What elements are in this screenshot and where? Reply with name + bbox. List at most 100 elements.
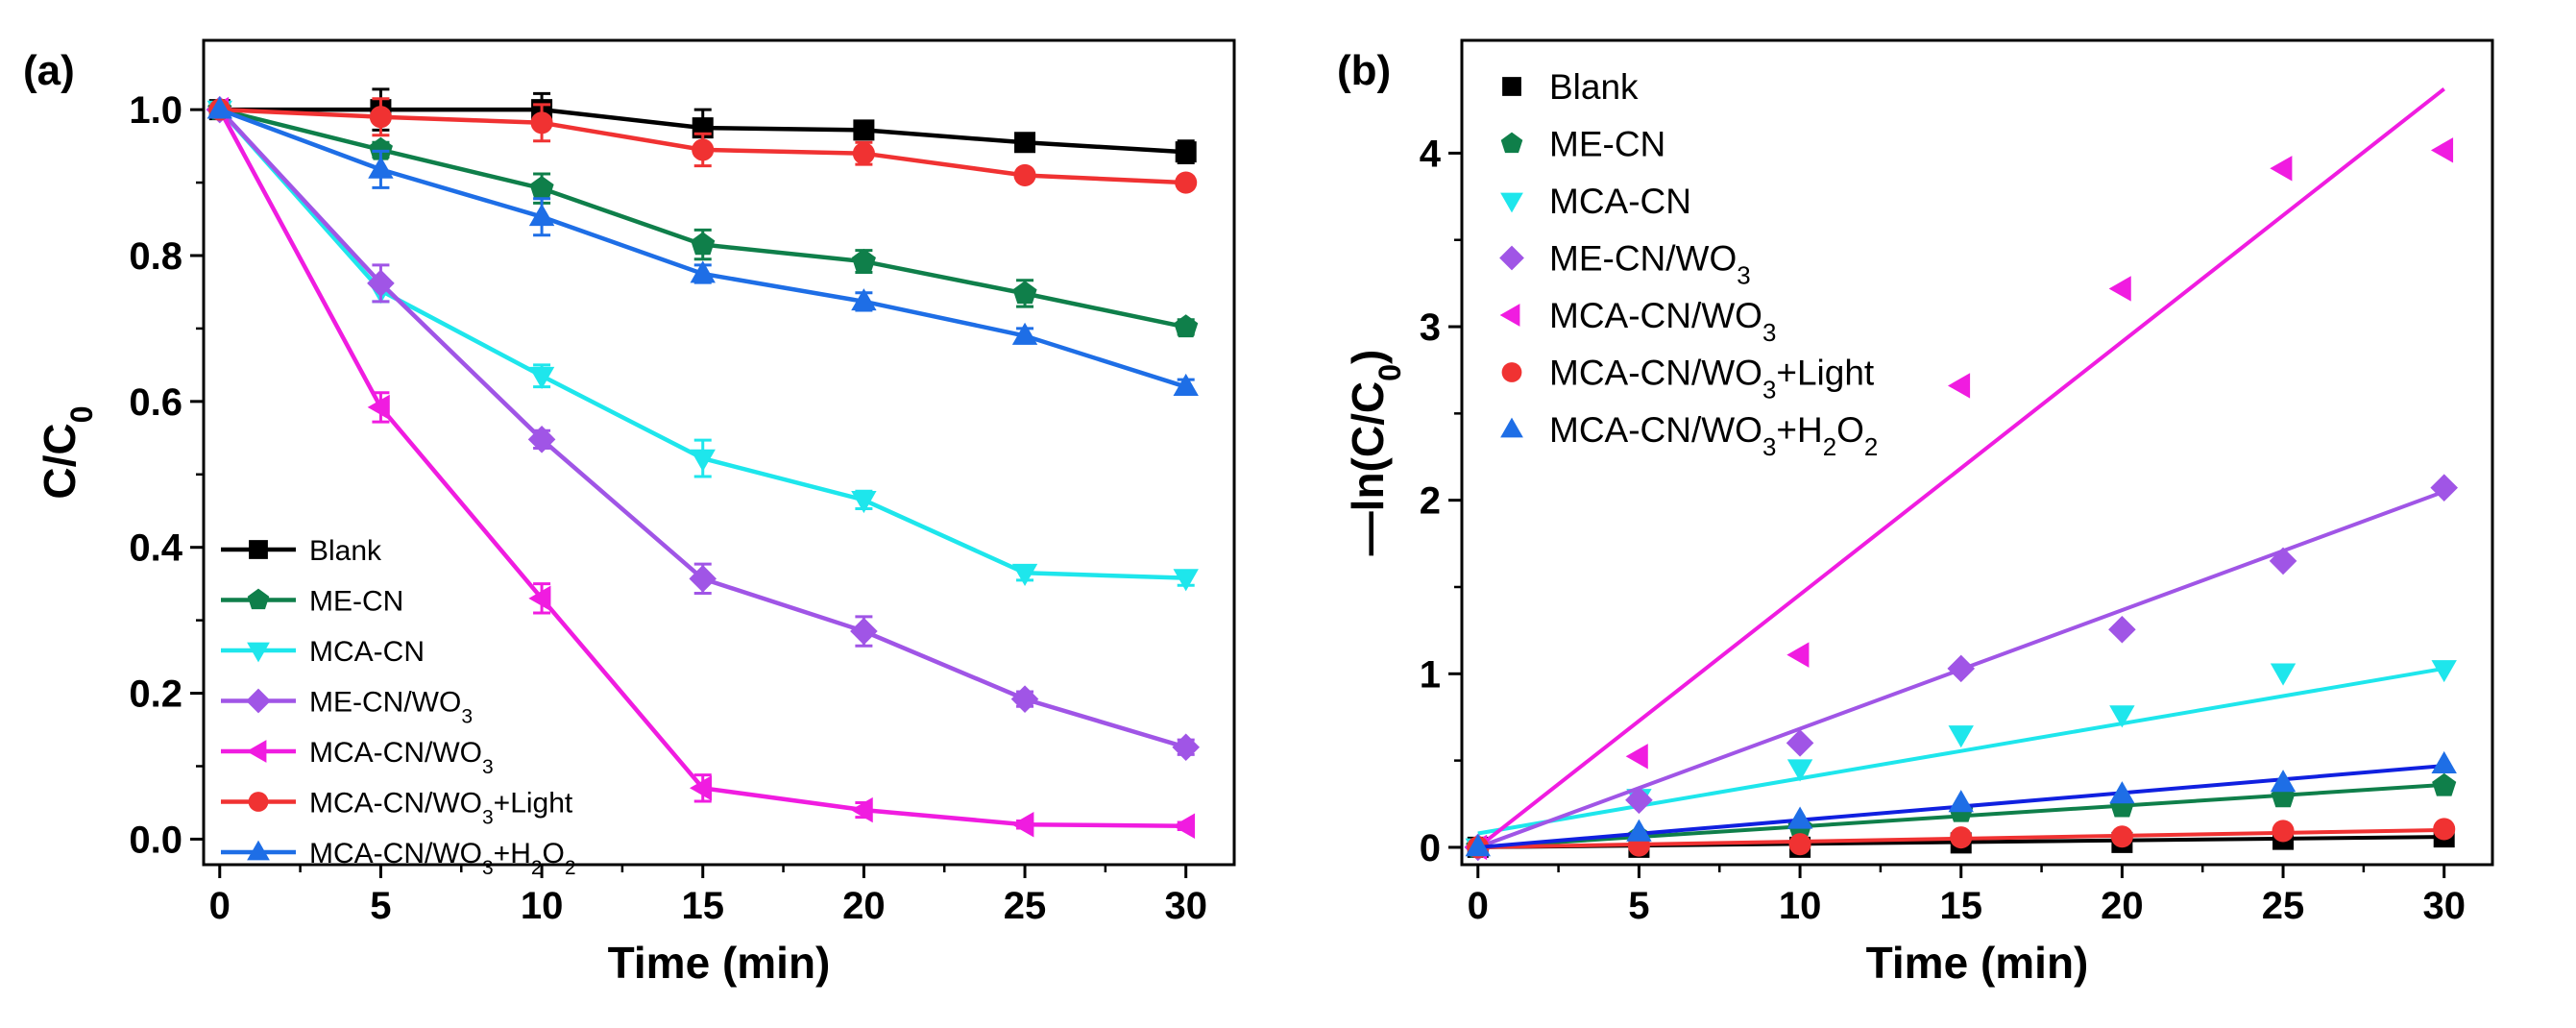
data-point bbox=[689, 565, 717, 593]
data-point bbox=[1950, 826, 1973, 849]
legend-marker bbox=[247, 840, 270, 861]
data-point bbox=[530, 111, 553, 135]
data-point bbox=[690, 260, 716, 283]
data-point bbox=[692, 138, 715, 161]
legend-item: MCA-CN/WO3 bbox=[221, 737, 494, 778]
data-point bbox=[1786, 759, 1813, 782]
x-tick-label: 15 bbox=[681, 885, 724, 927]
data-point bbox=[368, 156, 394, 179]
legend-item: ME-CN bbox=[1500, 125, 1665, 164]
legend-marker bbox=[246, 740, 267, 763]
data-point bbox=[2432, 772, 2457, 796]
data-point bbox=[1172, 733, 1201, 762]
data-point bbox=[2110, 825, 2133, 848]
legend-marker bbox=[247, 642, 270, 663]
x-tick-label: 20 bbox=[2101, 885, 2144, 927]
data-point bbox=[2270, 663, 2297, 686]
data-point bbox=[1010, 685, 1039, 713]
legend-label: MCA-CN/WO3 bbox=[1549, 296, 1776, 347]
legend-item: MCA-CN/WO3+H2O2 bbox=[221, 838, 576, 879]
data-point bbox=[851, 248, 876, 272]
legend-item: Blank bbox=[221, 535, 382, 567]
panel-label: (b) bbox=[1337, 47, 1391, 94]
data-point bbox=[2431, 660, 2457, 683]
data-point bbox=[2433, 818, 2456, 841]
data-point bbox=[2430, 137, 2454, 163]
data-point bbox=[691, 232, 716, 256]
y-tick-label: 0.0 bbox=[129, 819, 182, 861]
data-point bbox=[2109, 781, 2135, 804]
data-point bbox=[1947, 373, 1971, 399]
y-axis-title: —ln(C/C0) bbox=[1343, 350, 1407, 556]
x-axis-title: Time (min) bbox=[608, 938, 831, 988]
data-point bbox=[207, 96, 232, 119]
legend-label: Blank bbox=[1549, 67, 1639, 107]
data-point bbox=[1014, 132, 1036, 154]
legend-label: Blank bbox=[309, 535, 382, 567]
series-mca-cn-wo-6 bbox=[207, 96, 1199, 397]
data-point bbox=[852, 142, 875, 165]
legend-label: MCA-CN/WO3+Light bbox=[309, 788, 573, 829]
data-point bbox=[1172, 813, 1196, 839]
legend-label: MCA-CN/WO3+H2O2 bbox=[309, 838, 576, 879]
plot-frame bbox=[1460, 38, 2494, 867]
data-point bbox=[1948, 725, 1974, 748]
data-point bbox=[2272, 820, 2295, 843]
fit-line bbox=[1476, 87, 2445, 849]
data-point bbox=[689, 775, 713, 801]
data-point bbox=[1173, 569, 1199, 592]
data-point bbox=[1011, 563, 1038, 587]
y-tick-label: 0 bbox=[1420, 827, 1441, 869]
data-point bbox=[1625, 744, 1648, 770]
legend-item: ME-CN/WO3 bbox=[221, 687, 473, 727]
y-axis-title: C/C0 bbox=[35, 405, 99, 499]
series-line bbox=[218, 108, 1186, 580]
data-point bbox=[1788, 833, 1811, 856]
data-point bbox=[690, 449, 716, 472]
x-tick-label: 5 bbox=[1628, 885, 1649, 927]
series-mca-cn-wo-4 bbox=[207, 96, 1196, 839]
data-point bbox=[1465, 834, 1491, 857]
data-point bbox=[1173, 373, 1199, 397]
data-point bbox=[1012, 281, 1037, 305]
legend-label: MCA-CN bbox=[1549, 182, 1691, 221]
y-tick-label: 3 bbox=[1420, 306, 1441, 349]
x-tick-label: 0 bbox=[1468, 885, 1489, 927]
legend-marker bbox=[1500, 192, 1523, 213]
data-point bbox=[2270, 156, 2293, 182]
y-tick-label: 4 bbox=[1420, 133, 1442, 175]
x-tick-label: 25 bbox=[2262, 885, 2305, 927]
data-point bbox=[1625, 786, 1653, 815]
legend-item: MCA-CN bbox=[221, 636, 425, 668]
data-point bbox=[851, 491, 877, 514]
legend-item: MCA-CN bbox=[1500, 182, 1691, 221]
plot-frame bbox=[202, 38, 1236, 867]
x-tick-label: 30 bbox=[2422, 885, 2466, 927]
legend-item: ME-CN/WO3 bbox=[1499, 239, 1751, 290]
data-point bbox=[853, 119, 875, 141]
panel-b: 0 5 10 15 20 25 30 0 1 2 3 4 Time (min) —ln(C/C0) (b) B… bbox=[1337, 38, 2494, 988]
x-tick-label: 30 bbox=[1164, 885, 1207, 927]
data-point bbox=[1786, 729, 1814, 757]
y-tick-label: 0.4 bbox=[129, 527, 182, 570]
legend-label: ME-CN/WO3 bbox=[1549, 239, 1751, 290]
data-point bbox=[1011, 322, 1038, 345]
x-tick-label: 10 bbox=[1779, 885, 1822, 927]
y-tick-label: 0.8 bbox=[129, 235, 182, 278]
series-mca-cn-wo-5 bbox=[208, 97, 1198, 194]
data-point bbox=[1174, 314, 1199, 338]
legend-label: MCA-CN bbox=[309, 636, 425, 668]
legend-marker bbox=[246, 688, 271, 714]
data-point bbox=[1947, 654, 1976, 683]
legend-marker bbox=[248, 792, 269, 812]
x-tick-label: 25 bbox=[1004, 885, 1047, 927]
series-mca-cn-wo-6 bbox=[1465, 750, 2457, 857]
y-tick-label: 2 bbox=[1420, 480, 1441, 523]
data-point bbox=[528, 203, 555, 227]
x-tick-label: 20 bbox=[842, 885, 886, 927]
legend-label: MCA-CN/WO3 bbox=[309, 737, 494, 778]
data-point bbox=[1175, 171, 1198, 194]
data-point bbox=[1011, 812, 1034, 838]
legend-marker bbox=[1499, 245, 1524, 271]
